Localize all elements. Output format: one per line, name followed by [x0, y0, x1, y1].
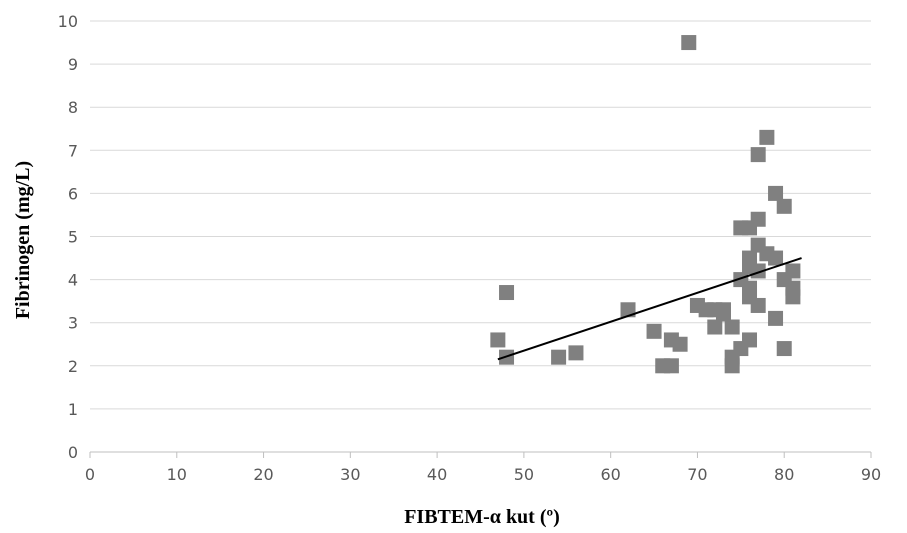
x-tick-label: 80 — [774, 465, 794, 484]
x-tick-label: 0 — [85, 465, 95, 484]
data-point — [785, 289, 801, 305]
data-point — [707, 319, 723, 335]
y-tick-label: 5 — [68, 228, 78, 247]
data-point — [768, 250, 784, 266]
data-point — [551, 349, 567, 365]
trendline — [497, 257, 802, 361]
gridlines — [90, 20, 871, 410]
y-tick-label: 4 — [68, 271, 78, 290]
data-point — [663, 358, 679, 374]
y-tick-label: 10 — [58, 12, 78, 31]
data-point — [750, 211, 766, 227]
data-point — [490, 332, 506, 348]
x-axis: 0 10 20 30 40 50 60 70 80 90 — [85, 451, 881, 484]
data-point — [620, 302, 636, 318]
data-point — [646, 323, 662, 339]
y-axis: 0 1 2 3 4 5 6 7 8 9 10 — [58, 12, 78, 462]
y-tick-label: 2 — [68, 357, 78, 376]
x-tick-label: 30 — [340, 465, 360, 484]
y-tick-label: 8 — [68, 98, 78, 117]
data-point — [742, 332, 758, 348]
x-tick-label: 70 — [687, 465, 707, 484]
x-tick-label: 10 — [167, 465, 187, 484]
data-point — [759, 129, 775, 145]
data-point — [681, 35, 697, 51]
data-point — [672, 336, 688, 352]
data-point — [715, 302, 731, 318]
data-point — [750, 147, 766, 163]
y-tick-label: 6 — [68, 184, 78, 203]
x-tick-label: 90 — [861, 465, 881, 484]
x-tick-label: 50 — [514, 465, 534, 484]
y-tick-label: 9 — [68, 55, 78, 74]
data-point — [776, 341, 792, 357]
data-point — [568, 345, 584, 361]
y-tick-label: 3 — [68, 314, 78, 333]
x-tick-label: 40 — [427, 465, 447, 484]
x-tick-label: 20 — [253, 465, 273, 484]
data-point — [499, 285, 515, 301]
data-point — [776, 198, 792, 214]
data-point — [785, 263, 801, 279]
y-tick-label: 0 — [68, 443, 78, 462]
x-tick-label: 60 — [600, 465, 620, 484]
data-point — [768, 185, 784, 201]
y-tick-label: 1 — [68, 400, 78, 419]
trendline-group — [497, 257, 802, 361]
x-axis-title: FIBTEM-α kut (º) — [404, 506, 560, 528]
data-point — [724, 319, 740, 335]
y-axis-title: Fibrinogen (mg/L) — [12, 161, 34, 319]
data-point — [768, 310, 784, 326]
y-tick-label: 7 — [68, 141, 78, 160]
data-point — [750, 297, 766, 313]
